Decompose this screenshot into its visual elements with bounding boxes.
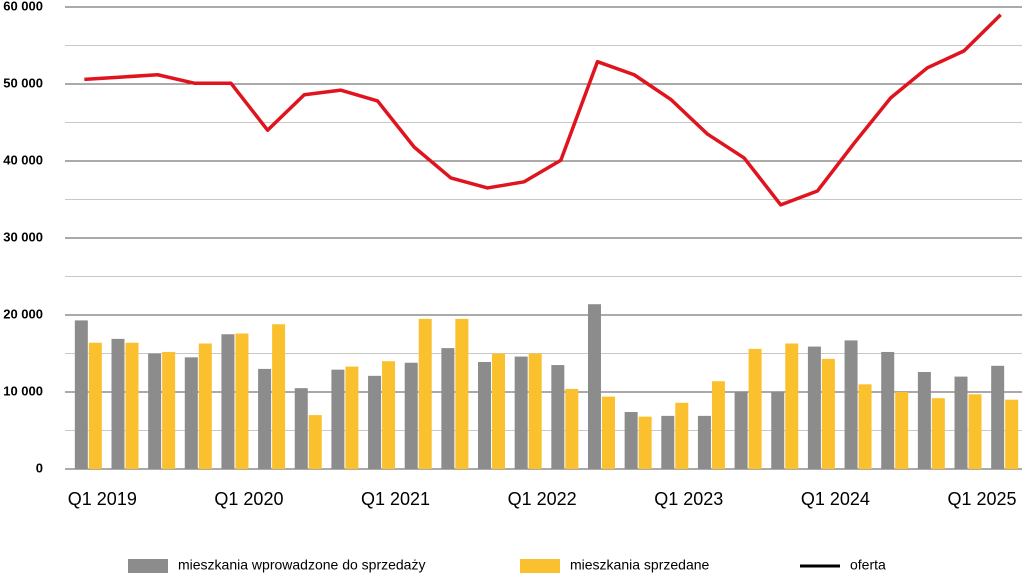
bar: [331, 369, 345, 469]
bar: [382, 361, 396, 469]
line: [84, 13, 1002, 207]
bar: [162, 351, 176, 469]
bar: [821, 358, 835, 469]
bar: [675, 402, 689, 469]
y-tick-label: 10 000: [3, 383, 43, 398]
bar: [514, 356, 528, 469]
bar: [184, 357, 198, 469]
bar: [771, 391, 785, 469]
bar: [125, 342, 139, 469]
bar: [198, 343, 212, 469]
bar: [492, 353, 506, 469]
bar: [968, 394, 982, 469]
bar: [881, 351, 895, 469]
bar: [954, 376, 968, 469]
bar: [697, 415, 711, 469]
bar: [221, 334, 235, 469]
bar: [785, 343, 799, 469]
bar: [601, 396, 615, 469]
x-tick-label: Q1 2025: [947, 489, 1016, 509]
y-tick-label: 30 000: [3, 229, 43, 244]
bar: [441, 348, 455, 469]
y-tick-label: 20 000: [3, 306, 43, 321]
bar: [624, 412, 638, 469]
bar: [844, 340, 858, 469]
bar: [858, 384, 872, 469]
x-tick-label: Q1 2019: [68, 489, 137, 509]
bar: [478, 361, 492, 469]
legend-swatch: [128, 559, 168, 573]
bar: [991, 365, 1005, 469]
bar: [74, 320, 88, 469]
bar: [748, 348, 762, 469]
x-tick-label: Q1 2022: [508, 489, 577, 509]
bar: [88, 342, 102, 469]
bar: [455, 318, 469, 469]
bar: [528, 353, 542, 469]
bar: [235, 333, 249, 469]
bar: [895, 392, 909, 469]
bar: [807, 346, 821, 469]
bar: [565, 388, 579, 469]
x-tick-label: Q1 2023: [654, 489, 723, 509]
bar: [587, 304, 601, 469]
bar: [272, 324, 286, 469]
bar: [917, 371, 931, 469]
bar: [404, 362, 418, 469]
bar: [368, 375, 382, 469]
x-tick-label: Q1 2020: [214, 489, 283, 509]
bar: [638, 416, 652, 469]
bar: [551, 365, 565, 469]
y-tick-label: 0: [36, 460, 43, 475]
y-tick-label: 50 000: [3, 75, 43, 90]
bar: [148, 353, 162, 469]
x-tick-label: Q1 2024: [801, 489, 870, 509]
bar: [294, 388, 308, 469]
bar: [1005, 399, 1019, 469]
x-tick-label: Q1 2021: [361, 489, 430, 509]
legend-label: oferta: [850, 557, 886, 573]
bar: [308, 415, 322, 469]
legend-label: mieszkania sprzedane: [570, 557, 710, 573]
bar: [734, 391, 748, 469]
bar: [418, 318, 432, 469]
bar: [258, 368, 272, 469]
bar: [931, 398, 945, 469]
y-tick-label: 60 000: [3, 0, 43, 13]
bar: [345, 366, 359, 469]
bar: [111, 338, 125, 469]
legend-label: mieszkania wprowadzone do sprzedaży: [178, 557, 425, 573]
bar: [661, 415, 675, 469]
bar: [711, 381, 725, 469]
legend-swatch: [520, 559, 560, 573]
y-tick-label: 40 000: [3, 152, 43, 167]
